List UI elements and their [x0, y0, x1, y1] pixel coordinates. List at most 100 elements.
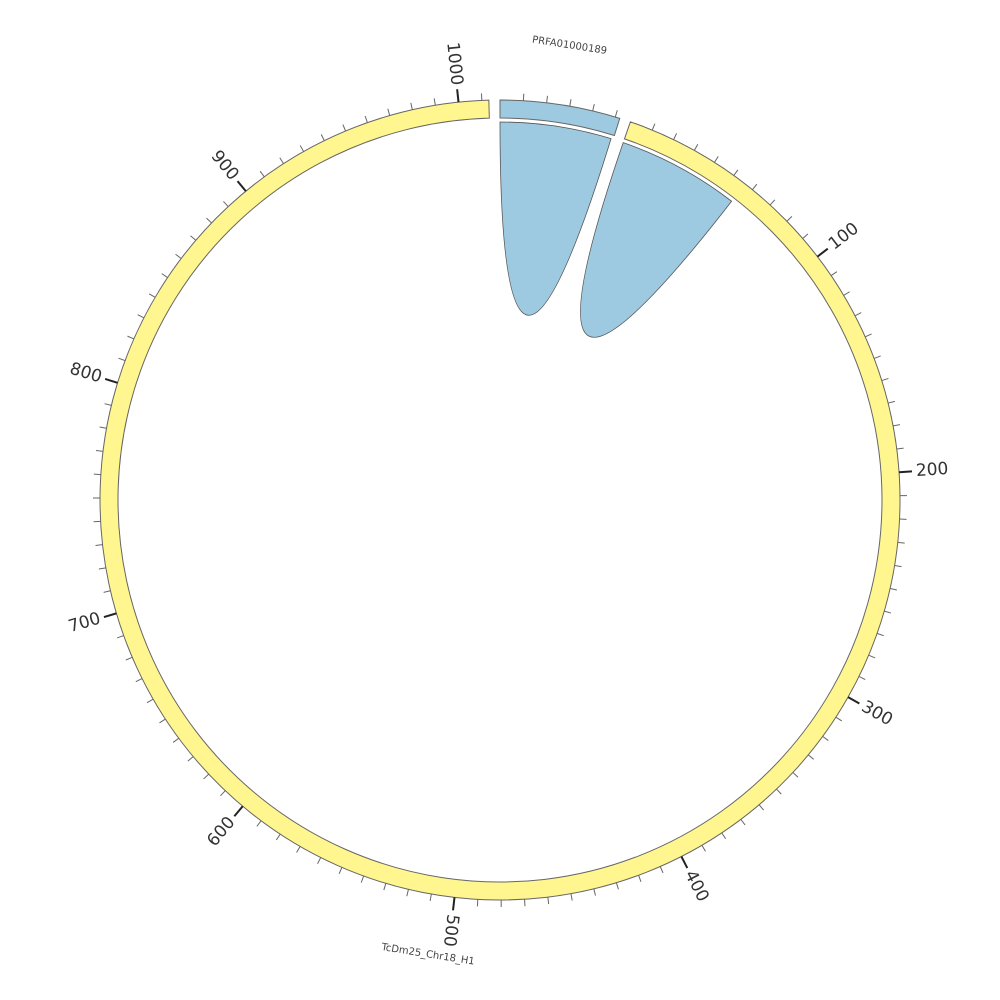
- minor-tick: [897, 541, 905, 544]
- minor-tick: [429, 893, 432, 902]
- minor-tick: [843, 291, 850, 296]
- minor-tick: [364, 115, 368, 123]
- minor-tick: [203, 773, 210, 780]
- minor-tick: [148, 293, 156, 298]
- tick-label: 700: [66, 609, 103, 637]
- minor-tick: [659, 866, 664, 874]
- minor-tick: [410, 102, 413, 110]
- minor-tick: [835, 716, 843, 722]
- tick-label: 100: [825, 219, 863, 255]
- minor-tick: [118, 357, 126, 362]
- minor-tick: [223, 201, 229, 207]
- minor-tick: [792, 772, 799, 778]
- minor-tick: [873, 355, 881, 359]
- minor-tick: [317, 857, 322, 865]
- minor-tick: [103, 590, 111, 593]
- minor-tick: [296, 846, 301, 853]
- minor-tick: [651, 123, 656, 131]
- minor-tick: [360, 875, 365, 883]
- tick-label: 400: [680, 867, 713, 905]
- minor-tick: [342, 124, 347, 132]
- minor-tick: [299, 145, 305, 152]
- link: [499, 121, 612, 316]
- major-tick: [680, 856, 689, 869]
- minor-tick: [758, 804, 765, 811]
- minor-tick: [822, 736, 829, 741]
- major-tick: [103, 612, 117, 618]
- minor-tick: [127, 335, 135, 340]
- minor-tick: [786, 216, 793, 222]
- minor-tick: [546, 95, 548, 103]
- minor-tick: [593, 888, 596, 896]
- minor-tick: [769, 199, 776, 206]
- minor-tick: [95, 449, 104, 452]
- tick-label: 600: [203, 813, 239, 851]
- tick-label: 800: [67, 359, 104, 388]
- tick-label: 1000: [442, 41, 466, 86]
- minor-tick: [320, 134, 325, 141]
- minor-tick: [638, 875, 642, 882]
- minor-tick: [387, 108, 391, 116]
- minor-tick: [614, 110, 618, 118]
- minor-tick: [570, 893, 573, 901]
- minor-tick: [135, 678, 143, 683]
- minor-tick: [99, 426, 107, 429]
- major-tick: [847, 696, 860, 705]
- minor-tick: [807, 754, 815, 760]
- minor-tick: [693, 144, 699, 151]
- minor-tick: [569, 99, 572, 107]
- minor-tick: [279, 157, 284, 164]
- minor-tick: [881, 377, 889, 382]
- minor-tick: [275, 833, 281, 841]
- tick-label: 300: [858, 697, 896, 730]
- major-tick: [233, 805, 244, 817]
- minor-tick: [256, 820, 262, 827]
- minor-tick: [884, 610, 892, 614]
- minor-tick: [137, 314, 145, 319]
- minor-tick: [104, 403, 112, 406]
- segment-label: PRFA01000189: [531, 35, 607, 57]
- segment-band: [99, 99, 901, 901]
- minor-tick: [116, 635, 124, 639]
- minor-tick: [673, 133, 678, 140]
- minor-tick: [146, 698, 154, 704]
- minor-tick: [892, 424, 901, 427]
- major-tick: [456, 89, 460, 103]
- tick-label: 900: [207, 147, 243, 185]
- tick-label: 500: [439, 913, 463, 948]
- major-tick: [452, 897, 456, 911]
- minor-tick: [95, 544, 103, 546]
- minor-tick: [383, 883, 387, 891]
- major-tick: [236, 180, 247, 192]
- minor-tick: [864, 333, 872, 338]
- minor-tick: [161, 273, 168, 278]
- minor-tick: [889, 587, 898, 591]
- minor-tick: [876, 632, 884, 637]
- minor-tick: [338, 867, 343, 875]
- minor-tick: [894, 565, 902, 568]
- minor-tick: [98, 567, 106, 570]
- link: [580, 142, 733, 338]
- minor-tick: [740, 819, 746, 826]
- minor-tick: [220, 790, 226, 797]
- minor-tick: [896, 447, 904, 450]
- minor-tick: [714, 156, 719, 163]
- major-tick: [816, 247, 829, 258]
- major-tick: [898, 470, 913, 474]
- minor-tick: [190, 235, 197, 241]
- minor-tick: [547, 897, 550, 905]
- minor-tick: [433, 98, 436, 106]
- minor-tick: [175, 253, 182, 259]
- minor-tick: [854, 312, 862, 317]
- minor-tick: [802, 233, 809, 239]
- tick-label: 200: [915, 459, 949, 481]
- segment-band: [499, 99, 621, 137]
- minor-tick: [721, 832, 727, 840]
- minor-tick: [159, 718, 166, 724]
- minor-tick: [858, 676, 866, 681]
- minor-tick: [125, 656, 133, 661]
- minor-tick: [776, 788, 782, 795]
- minor-tick: [733, 169, 739, 176]
